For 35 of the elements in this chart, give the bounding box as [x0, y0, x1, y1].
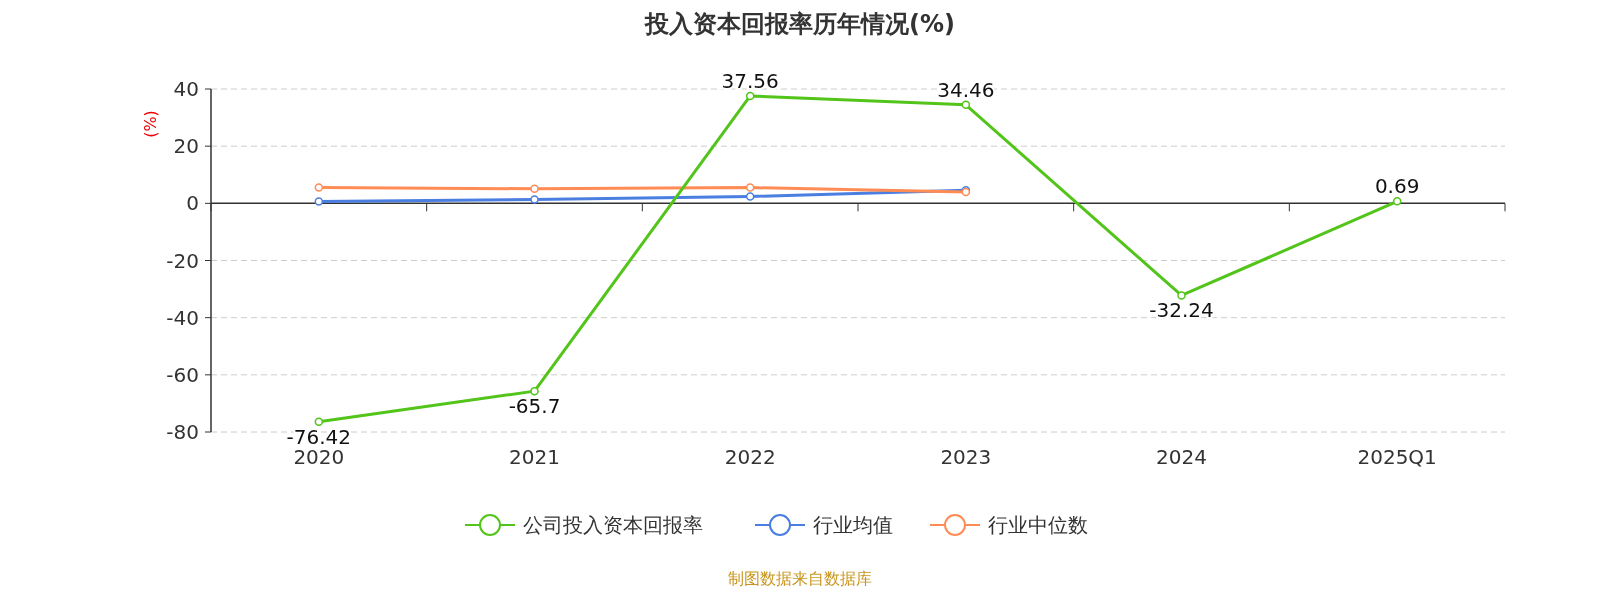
text: 制图数据来自数据库 — [728, 569, 872, 588]
point — [530, 386, 539, 396]
point — [1177, 291, 1186, 300]
data-label: -32.24 — [1149, 298, 1214, 323]
point — [314, 417, 324, 427]
data-label: 0.69 — [1374, 174, 1420, 199]
x-tick-label: 2021 — [509, 445, 560, 469]
x-tick-label: 2025Q1 — [1357, 445, 1437, 469]
point — [530, 195, 539, 204]
x-tick-label: 2022 — [724, 445, 776, 469]
legend-label: 行业中位数 — [988, 513, 1088, 537]
point — [745, 183, 755, 192]
point — [530, 184, 539, 194]
point — [314, 183, 324, 192]
x-tick-label: 2023 — [940, 445, 992, 469]
point — [1392, 197, 1402, 206]
data-label: 34.46 — [937, 77, 995, 102]
y-tick-label: 40 — [173, 77, 199, 101]
y-tick-label: -60 — [166, 362, 199, 387]
y-tick-label: -40 — [166, 305, 199, 330]
y-tick-label: -20 — [166, 248, 199, 273]
point — [961, 100, 971, 110]
x-tick-label: 2024 — [1156, 445, 1207, 469]
data-label: -65.7 — [508, 394, 561, 419]
y-tick-label: 0 — [186, 191, 199, 216]
legend-label: 行业均值 — [813, 513, 893, 537]
data-label: 37.56 — [721, 68, 779, 93]
y-tick-label: -80 — [166, 420, 199, 444]
y-axis-title: (%) — [141, 110, 160, 138]
point — [745, 192, 755, 201]
y-tick-label: 20 — [173, 134, 199, 159]
point — [745, 91, 755, 101]
point — [314, 197, 324, 206]
legend-label: 公司投入资本回报率 — [523, 513, 703, 537]
chart-title: 投入资本回报率历年情况(%) — [644, 10, 955, 38]
